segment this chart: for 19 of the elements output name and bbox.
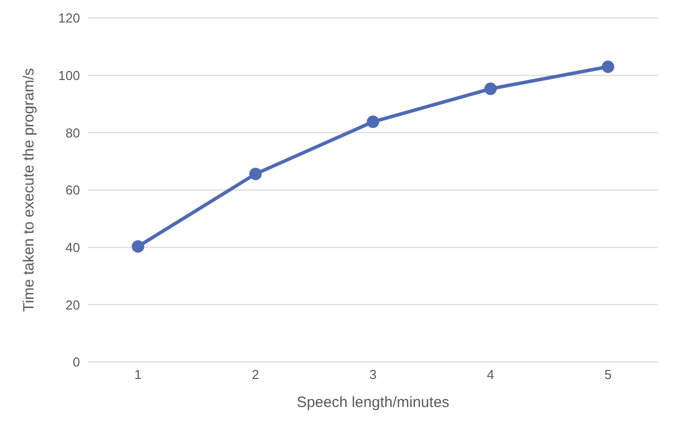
- point: [602, 60, 614, 73]
- y-tick-label: 60: [66, 182, 80, 198]
- y-tick-label: 0: [72, 354, 80, 370]
- y-axis-title: Time taken to execute the program/s: [20, 68, 38, 312]
- y-tick-label: 20: [66, 297, 80, 312]
- y-tick-label: 40: [66, 240, 80, 255]
- x-tick-label: 3: [369, 367, 377, 382]
- y-tick-label: 120: [58, 10, 80, 26]
- x-tick-label: 4: [486, 367, 494, 382]
- point: [366, 116, 380, 128]
- x-tick-label: 1: [134, 367, 142, 382]
- x-axis-title: Speech length/minutes: [296, 394, 450, 411]
- point: [484, 82, 497, 96]
- point: [249, 168, 262, 180]
- y-tick-label: 80: [66, 125, 80, 140]
- point: [132, 240, 144, 253]
- x-tick-label: 2: [252, 367, 260, 382]
- y-tick-label: 100: [58, 68, 80, 83]
- x-tick-label: 5: [604, 367, 612, 382]
